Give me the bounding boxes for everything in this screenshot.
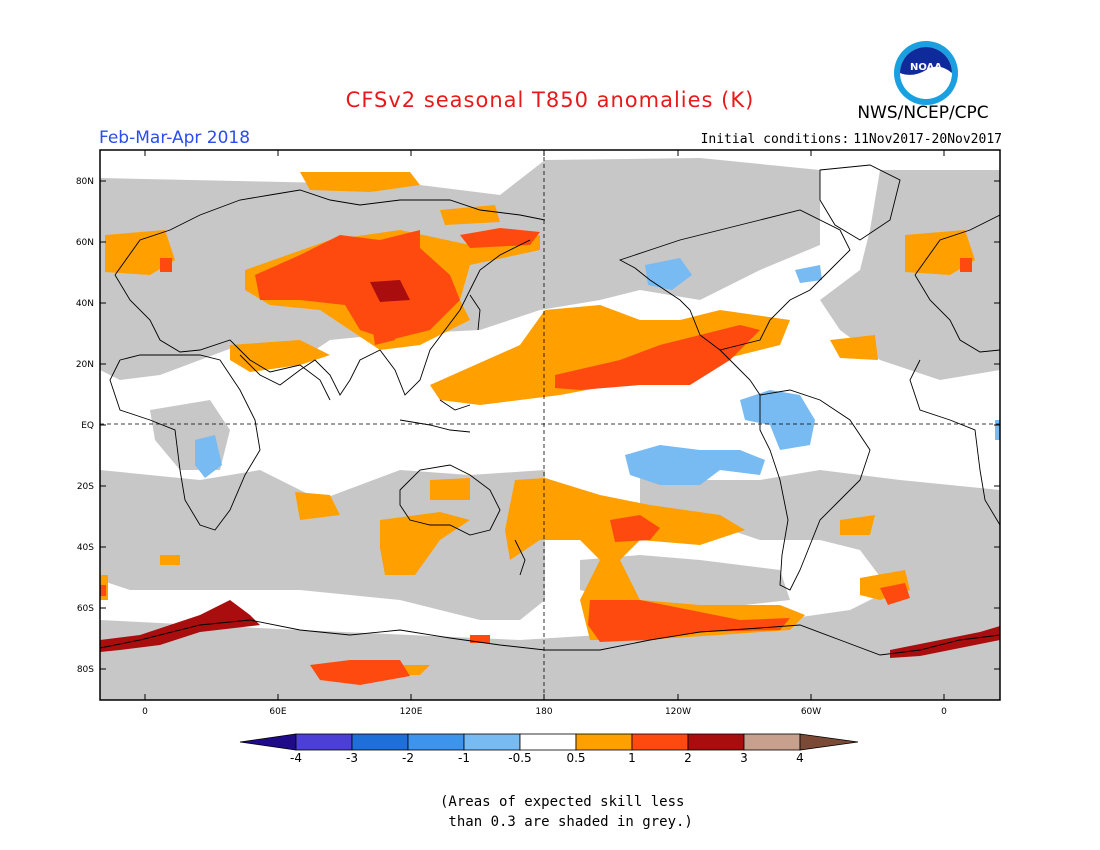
colorbar-segment <box>407 733 465 751</box>
colorbar-tick-label: -4 <box>290 751 302 765</box>
colorbar-segment <box>239 733 297 751</box>
lat-label: EQ <box>81 421 94 431</box>
forecast-period: Feb-Mar-Apr 2018 <box>99 128 251 148</box>
colorbar-tick-label: -0.5 <box>508 751 532 765</box>
chart-title: CFSv2 seasonal T850 anomalies (K) <box>345 88 755 112</box>
colorbar-tick-label: -2 <box>402 751 414 765</box>
continent-outlines <box>100 164 1000 656</box>
colorbar-segment <box>687 733 745 751</box>
colorbar-segment <box>519 733 577 751</box>
logo-text: NOAA <box>910 62 942 73</box>
colorbar-segment <box>295 733 353 751</box>
noaa-logo-icon: NOAA <box>894 41 958 105</box>
colorbar-segment <box>799 733 859 751</box>
initial-conditions-value: 11Nov2017-20Nov2017 <box>853 132 1002 147</box>
lon-axis: 0 60E 120E 180 120W 60W 0 <box>142 150 947 717</box>
skill-note: (Areas of expected skill less than 0.3 a… <box>440 794 693 830</box>
initial-conditions: Initial conditions: 11Nov2017-20Nov2017 <box>697 132 1002 147</box>
lon-label: 120E <box>400 707 423 717</box>
colorbar-segment <box>351 733 409 751</box>
colorbar-segment <box>463 733 521 751</box>
colorbar-segment <box>631 733 689 751</box>
lon-label: 180 <box>535 707 552 717</box>
lon-label: 0 <box>941 707 947 717</box>
lon-label: 120W <box>665 707 691 717</box>
agency-label: NWS/NCEP/CPC <box>857 103 989 123</box>
lon-label: 60E <box>269 707 286 717</box>
lat-label: 40S <box>77 543 94 553</box>
colorbar-tick-label: 3 <box>740 751 748 765</box>
lat-axis: 80N 60N 40N 20N EQ 20S 40S 60S 80S <box>76 177 1000 675</box>
lat-label: 60S <box>77 604 94 614</box>
lat-label: 60N <box>76 238 94 248</box>
colorbar-tick-label: -3 <box>346 751 358 765</box>
lon-label: 60W <box>801 707 821 717</box>
lat-label: 20N <box>76 360 94 370</box>
initial-conditions-label: Initial conditions: <box>700 132 850 147</box>
lon-label: 0 <box>142 707 148 717</box>
lat-label: 40N <box>76 299 94 309</box>
colorbar <box>239 733 859 751</box>
colorbar-tick-label: 0.5 <box>566 751 586 765</box>
lat-label: 80S <box>77 665 94 675</box>
lat-label: 20S <box>77 482 94 492</box>
colorbar-tick-label: 1 <box>628 751 636 765</box>
colorbar-tick-label: 4 <box>796 751 804 765</box>
colorbar-segment <box>575 733 633 751</box>
colorbar-segment <box>743 733 801 751</box>
colorbar-tick-label: -1 <box>458 751 470 765</box>
lat-label: 80N <box>76 177 94 187</box>
colorbar-tick-label: 2 <box>684 751 692 765</box>
